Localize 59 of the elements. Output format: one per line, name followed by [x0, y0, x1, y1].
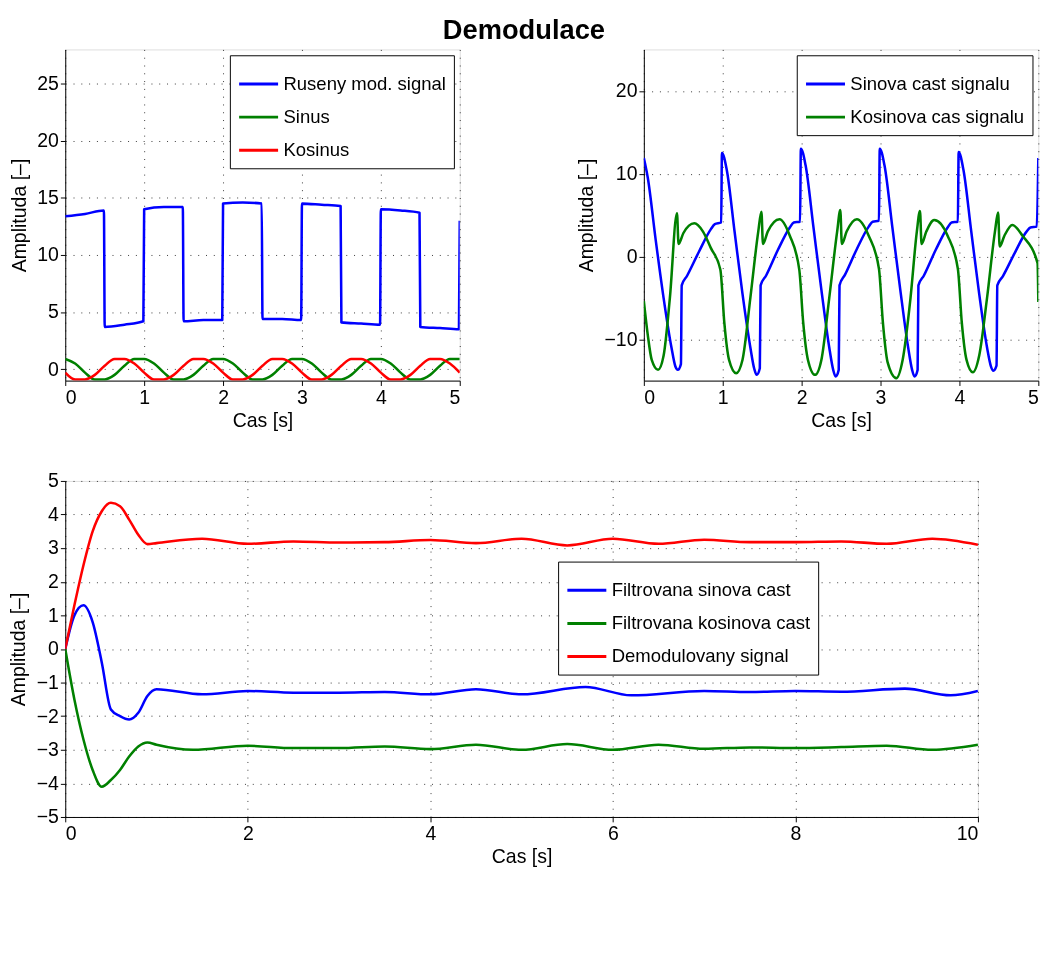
x-tick-label: 4 [954, 385, 966, 408]
legend-label: Ruseny mod. signal [283, 72, 446, 94]
y-axis-title: Amplituda [–] [7, 592, 30, 707]
y-tick-label: 3 [48, 536, 59, 559]
x-axis-title: Cas [s] [491, 845, 553, 868]
y-tick-label: 2 [48, 570, 59, 593]
y-tick-label: −3 [36, 738, 59, 761]
line-series [65, 501, 978, 651]
x-tick-label: 10 [956, 821, 979, 844]
x-tick-label: 5 [1028, 385, 1039, 408]
y-tick-label: −1 [36, 670, 59, 693]
x-tick-label: 0 [644, 385, 656, 408]
x-tick-label: 3 [297, 385, 308, 408]
x-tick-label: 2 [796, 385, 808, 408]
y-tick-label: 20 [37, 129, 60, 152]
x-tick-label: 8 [790, 821, 802, 844]
legend-label: Sinova cast signalu [850, 72, 1010, 94]
y-tick-label: 1 [48, 603, 59, 626]
x-tick-label: 1 [139, 385, 151, 408]
y-tick-label: 0 [626, 244, 638, 267]
y-axis-title: Amplituda [–] [7, 158, 30, 273]
y-tick-label: −10 [604, 327, 638, 350]
x-axis-title: Cas [s] [811, 408, 872, 431]
line-series [65, 604, 978, 721]
x-tick-label: 2 [242, 821, 254, 844]
y-tick-label: 20 [615, 79, 638, 102]
y-tick-label: −4 [36, 771, 60, 794]
x-tick-label: 4 [375, 385, 387, 408]
y-tick-label: 5 [48, 469, 60, 492]
x-tick-label: 3 [875, 385, 887, 408]
x-tick-label: 6 [607, 821, 619, 844]
text: Demodulace [442, 14, 605, 46]
y-tick-label: 0 [48, 357, 60, 380]
y-tick-label: −5 [36, 805, 60, 828]
y-axis-title: Amplituda [–] [574, 158, 597, 273]
legend-label: Filtrovana kosinova cast [611, 612, 811, 634]
line-series [65, 647, 978, 789]
legend-label: Filtrovana sinova cast [611, 579, 791, 601]
line-series [65, 201, 460, 331]
legend-label: Sinus [283, 105, 330, 127]
x-tick-label: 0 [65, 821, 77, 844]
x-tick-label: 5 [449, 385, 461, 408]
y-tick-label: 25 [37, 72, 60, 95]
y-tick-label: 10 [37, 243, 60, 266]
y-tick-label: 10 [615, 161, 638, 184]
x-tick-label: 0 [65, 385, 77, 408]
x-tick-label: 2 [218, 385, 229, 408]
y-tick-label: −2 [36, 704, 59, 727]
legend-label: Demodulovany signal [611, 645, 789, 667]
line-series [643, 147, 1039, 378]
y-tick-label: 4 [48, 502, 60, 525]
x-tick-label: 1 [717, 385, 729, 408]
y-tick-label: 15 [37, 186, 60, 209]
y-tick-label: 5 [48, 300, 60, 323]
x-axis-title: Cas [s] [232, 408, 294, 431]
x-tick-label: 4 [425, 821, 437, 844]
y-tick-label: 0 [48, 637, 60, 660]
legend-label: Kosinus [283, 139, 350, 161]
legend-label: Kosinova cas signalu [850, 105, 1025, 127]
